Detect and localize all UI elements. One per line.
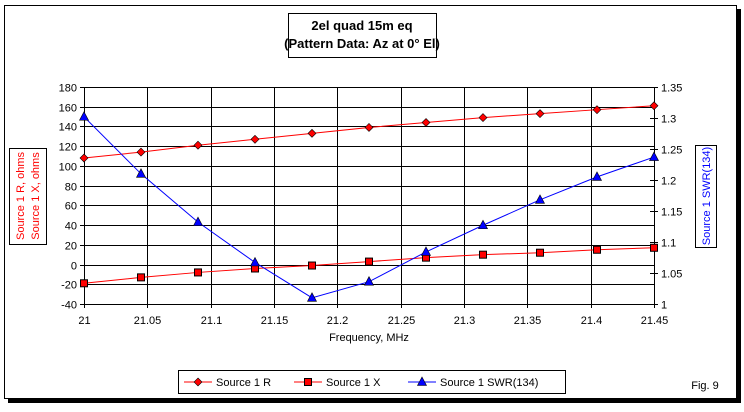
y-right-tick-label: 1.3 (661, 114, 676, 126)
data-point-square (194, 268, 202, 277)
data-point-diamond (307, 128, 317, 138)
series-source-1-r (79, 101, 659, 163)
data-point-diamond (79, 153, 89, 163)
x-tick-label: 21.35 (514, 315, 542, 327)
legend-item: Source 1 SWR(134) (408, 376, 538, 389)
y-left-tick-label: 160 (59, 103, 77, 115)
data-point-triangle (79, 111, 89, 121)
y-left-label-r: Source 1 R, ohms (15, 151, 27, 240)
data-point-square (650, 243, 658, 252)
y-left-tick-label: 100 (59, 162, 77, 174)
y-right-tick-label: 1.2 (661, 176, 676, 188)
data-point-square (308, 261, 316, 270)
series-source-1-x (80, 243, 658, 288)
y-left-tick-label: 20 (65, 241, 77, 253)
x-tick-label: 21.05 (134, 315, 162, 327)
data-point-triangle (649, 151, 659, 161)
legend-marker-square (304, 378, 312, 386)
x-tick-label: 21.15 (261, 315, 289, 327)
data-point-triangle (478, 219, 488, 230)
y-right-tick-label: 1.05 (661, 269, 682, 281)
legend-marker-diamond (193, 377, 203, 387)
y-right-tick-label: 1.1 (661, 238, 676, 250)
chart-title-line2: (Pattern Data: Az at 0° El) (284, 36, 440, 51)
y-left-tick-label: 120 (59, 142, 77, 154)
legend-marker-triangle (417, 376, 427, 386)
x-tick-label: 21.1 (201, 315, 222, 327)
y-right-tick-label: 1.15 (661, 207, 682, 219)
x-tick-label: 21.3 (454, 315, 475, 327)
right-axis-label-box: Source 1 SWR(134) (695, 145, 717, 248)
y-left-tick-label: -40 (61, 300, 77, 312)
figure-annotation: Fig. 9 (691, 380, 719, 392)
x-tick-label: 21 (78, 315, 90, 327)
data-point-square (80, 279, 88, 288)
data-point-diamond (250, 134, 260, 144)
data-point-triangle (364, 276, 374, 286)
legend-label: Source 1 X (326, 377, 381, 389)
legend-label: Source 1 SWR(134) (440, 377, 538, 389)
x-axis-label: Frequency, MHz (329, 332, 409, 344)
y-left-tick-label: 40 (65, 221, 77, 233)
y-left-label-x: Source 1 X, ohms (30, 152, 42, 240)
y-left-tick-label: 80 (65, 182, 77, 194)
y-left-tick-label: 0 (71, 261, 77, 273)
legend-item: Source 1 R (184, 377, 271, 389)
y-right-tick-label: 1 (661, 300, 667, 312)
y-left-tick-label: 140 (59, 122, 77, 134)
y-left-tick-label: -20 (61, 280, 77, 292)
left-axis-label-box: Source 1 R, ohms Source 1 X, ohms (9, 148, 47, 245)
data-point-diamond (535, 109, 545, 119)
series-layer (79, 101, 659, 302)
x-tick-label: 21.4 (581, 315, 602, 327)
data-point-triangle (307, 292, 317, 302)
data-point-square (593, 245, 601, 254)
data-point-triangle (250, 256, 260, 267)
data-point-square (536, 248, 544, 257)
chart-frame (4, 5, 737, 399)
data-point-diamond (649, 101, 659, 111)
series-source-1-swr-134- (79, 111, 659, 302)
legend: Source 1 R Source 1 X Source 1 SWR(134) (178, 370, 566, 394)
data-point-diamond (592, 105, 602, 115)
data-point-square (365, 257, 373, 266)
legend-label: Source 1 R (216, 377, 271, 389)
title-box: 2el quad 15m eq (Pattern Data: Az at 0° … (284, 13, 440, 58)
data-point-diamond (136, 147, 146, 157)
data-point-triangle (136, 168, 146, 178)
legend-item: Source 1 X (294, 377, 381, 389)
y-left-tick-label: 180 (59, 83, 77, 95)
chart-title-line1: 2el quad 15m eq (311, 18, 412, 33)
x-tick-label: 21.45 (641, 315, 669, 327)
data-point-triangle (193, 216, 203, 226)
data-point-diamond (364, 123, 374, 132)
data-point-square (137, 273, 145, 282)
data-point-diamond (421, 118, 431, 127)
data-point-diamond (193, 140, 203, 150)
y-right-label: Source 1 SWR(134) (701, 147, 713, 245)
data-point-square (479, 250, 487, 259)
y-right-tick-label: 1.25 (661, 145, 682, 157)
x-tick-label: 21.25 (388, 315, 416, 327)
data-point-triangle (535, 194, 545, 204)
data-point-triangle (592, 171, 602, 181)
y-right-tick-label: 1.35 (661, 83, 682, 95)
data-point-triangle (421, 246, 431, 256)
x-tick-label: 21.2 (327, 315, 348, 327)
data-point-diamond (478, 113, 488, 123)
y-left-tick-label: 60 (65, 201, 77, 213)
